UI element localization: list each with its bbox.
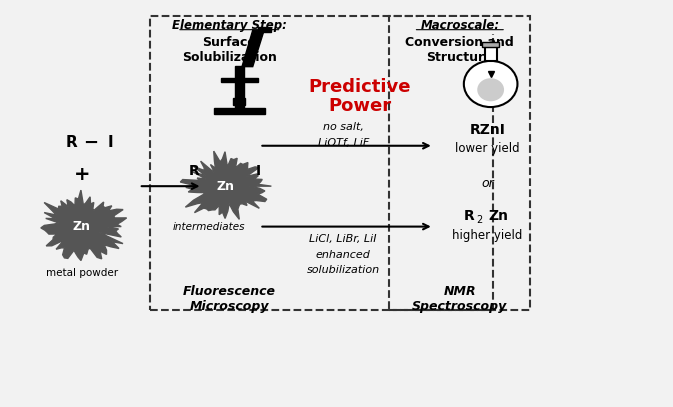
Text: lower yield: lower yield xyxy=(455,142,520,155)
Text: Fluorescence: Fluorescence xyxy=(183,285,276,298)
Text: Zn: Zn xyxy=(73,220,91,233)
Text: R: R xyxy=(464,209,474,223)
Text: Surface: Surface xyxy=(203,37,256,50)
Text: Spectroscopy: Spectroscopy xyxy=(412,300,507,313)
FancyBboxPatch shape xyxy=(485,47,497,61)
FancyBboxPatch shape xyxy=(221,78,258,82)
Text: Structure: Structure xyxy=(427,51,493,64)
Text: I: I xyxy=(256,164,260,177)
Text: intermediates: intermediates xyxy=(173,221,246,232)
Text: enhanced: enhanced xyxy=(316,250,371,260)
Polygon shape xyxy=(180,151,271,219)
Polygon shape xyxy=(242,30,264,67)
FancyBboxPatch shape xyxy=(234,98,246,105)
Text: Predictive: Predictive xyxy=(309,78,411,96)
Text: solubilization: solubilization xyxy=(307,265,380,275)
Circle shape xyxy=(464,61,518,107)
Text: +: + xyxy=(73,165,90,184)
Text: Microscopy: Microscopy xyxy=(190,300,269,313)
Text: or: or xyxy=(481,177,494,190)
Text: RZnI: RZnI xyxy=(469,123,505,137)
Text: higher yield: higher yield xyxy=(452,229,522,242)
FancyBboxPatch shape xyxy=(258,27,271,32)
Circle shape xyxy=(477,78,504,101)
FancyBboxPatch shape xyxy=(235,66,244,109)
Text: Conversion and: Conversion and xyxy=(405,37,514,50)
Text: no salt,: no salt, xyxy=(323,122,363,132)
Text: R: R xyxy=(66,136,77,150)
Text: Solubilization: Solubilization xyxy=(182,51,277,64)
Text: Zn: Zn xyxy=(217,179,235,193)
Text: metal powder: metal powder xyxy=(46,268,118,278)
Text: Power: Power xyxy=(328,98,392,116)
Text: NMR: NMR xyxy=(444,285,476,298)
Text: LiOTf, LiF: LiOTf, LiF xyxy=(318,138,369,148)
Text: I: I xyxy=(107,136,113,150)
Text: Elementary Step:: Elementary Step: xyxy=(172,19,287,32)
Text: LiCl, LiBr, LiI: LiCl, LiBr, LiI xyxy=(310,234,377,244)
Text: Macroscale:: Macroscale: xyxy=(420,19,499,32)
Text: R: R xyxy=(188,164,199,177)
Text: Zn: Zn xyxy=(489,209,509,223)
Text: 2: 2 xyxy=(476,214,483,225)
Polygon shape xyxy=(41,190,127,260)
Text: −: − xyxy=(83,134,98,152)
FancyBboxPatch shape xyxy=(482,42,499,47)
FancyBboxPatch shape xyxy=(214,108,264,114)
